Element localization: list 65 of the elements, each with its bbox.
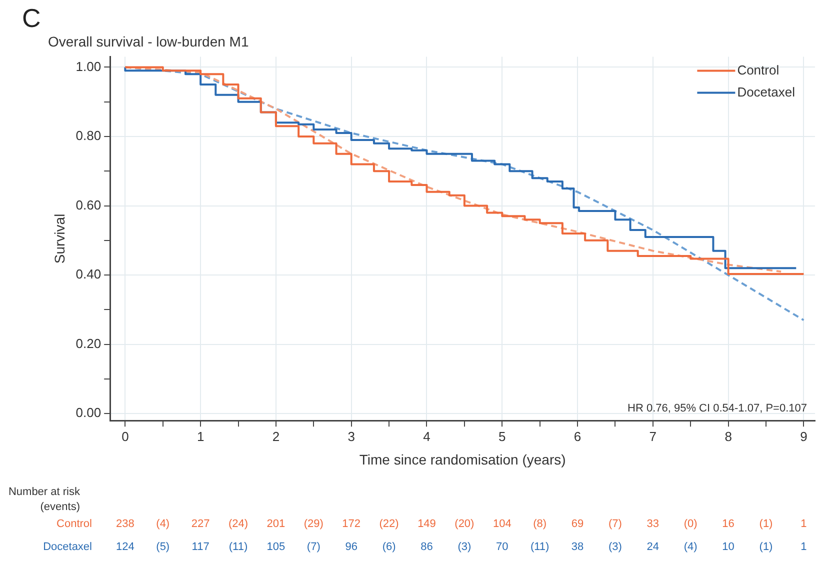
text: 124 [116,541,134,554]
text: Number at risk [8,486,80,498]
text: 117 [192,541,210,554]
text: 227 [191,518,210,530]
chart-title: Overall survival - low-burden M1 [48,33,249,50]
text: 149 [418,518,436,530]
text: 105 [266,541,286,554]
x-tick-label: 4 [423,428,430,444]
x-tick-label: 8 [724,428,732,444]
text: 86 [420,541,433,554]
text: 201 [266,518,286,530]
y-tick-label: 0.20 [76,336,102,351]
text: (6) [382,541,396,554]
text: (7) [608,518,622,530]
text: 238 [116,518,134,530]
text: (1) [759,541,773,554]
text: 70 [496,541,508,554]
text: (20) [454,518,474,530]
text: 24 [646,541,660,554]
x-tick-label: 1 [196,428,204,444]
text: Control [56,518,92,530]
text: 10 [722,541,734,554]
text: 16 [722,518,734,530]
y-tick-label: 1.00 [76,58,102,74]
text: Docetaxel [43,541,92,554]
text: (11) [228,541,248,554]
text: 1 [800,541,807,554]
text: 1 [800,518,807,530]
text: (events) [40,501,80,514]
y-tick-label: 0.80 [76,128,102,144]
legend-label: Control [737,62,780,78]
text: (5) [156,541,170,554]
text: (3) [608,541,622,554]
legend-label: Docetaxel [737,84,796,100]
y-tick-label: 0.60 [76,197,102,212]
x-tick-label: 2 [272,428,280,444]
text: (8) [533,518,547,530]
text: (11) [530,541,550,554]
y-tick-label: 0.40 [76,266,102,282]
x-tick-label: 5 [498,428,506,444]
text: 69 [571,518,584,530]
x-tick-label: 0 [122,428,129,444]
text: 172 [342,518,361,530]
x-axis-title: Time since randomisation (years) [359,451,566,468]
text: C [22,3,41,34]
y-axis-title: Survival [51,214,68,264]
annotation: HR 0.76, 95% CI 0.54-1.07, P=0.107 [628,402,807,415]
x-tick-label: 9 [800,428,808,444]
text: (1) [759,518,773,530]
text: 33 [646,518,660,530]
text: 38 [571,541,584,554]
text: (29) [304,518,324,530]
text: 96 [345,541,358,554]
x-tick-label: 7 [649,428,657,444]
text: (0) [684,518,698,530]
text: (22) [379,518,399,530]
text: 104 [492,518,512,530]
text: (4) [156,518,170,530]
text: (7) [306,541,320,554]
text: (3) [458,541,472,554]
text: (4) [684,541,698,554]
text: (24) [228,518,248,530]
x-tick-label: 6 [574,428,582,444]
y-tick-label: 0.00 [76,405,102,420]
x-tick-label: 3 [348,428,355,444]
